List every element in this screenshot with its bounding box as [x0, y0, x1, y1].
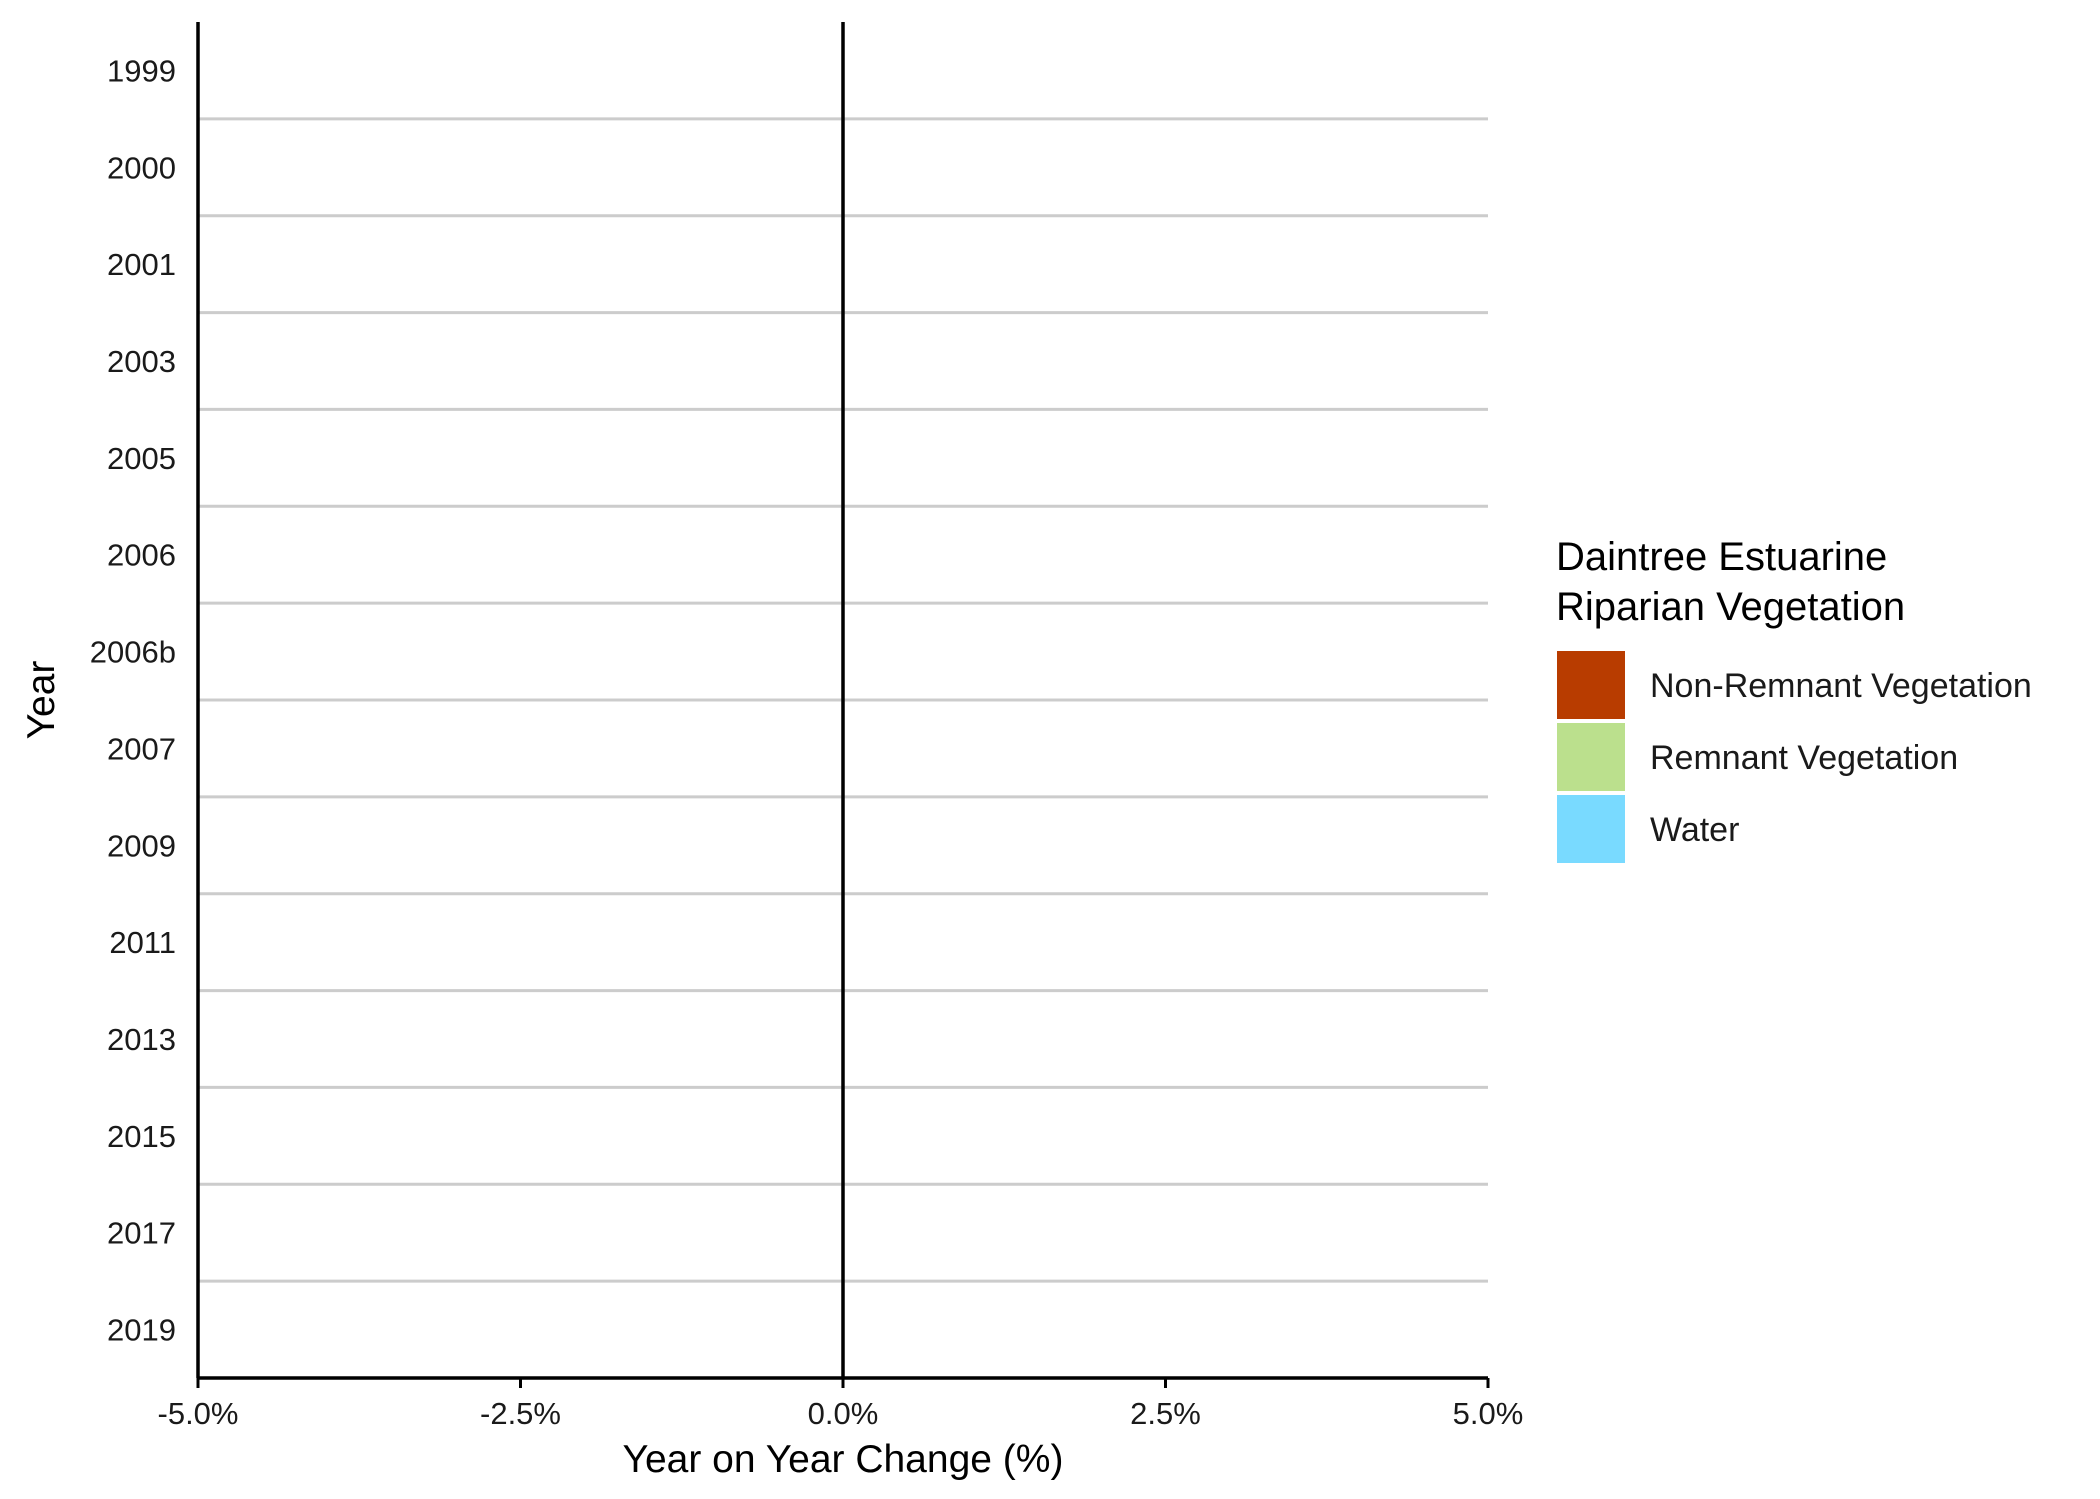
legend-swatch: [1555, 721, 1627, 793]
legend-label: Water: [1650, 811, 1739, 849]
legend-label: Non-Remnant Vegetation: [1650, 667, 2032, 705]
y-tick-label: 2009: [107, 828, 176, 863]
y-tick-label: 2019: [107, 1313, 176, 1348]
legend-title-line-2: Riparian Vegetation: [1556, 585, 1905, 629]
y-tick-label: 2007: [107, 731, 176, 766]
x-ticks: -5.0% -2.5% 0.0% 2.5% 5.0%: [158, 1378, 1524, 1431]
x-tick-label: -2.5%: [480, 1396, 561, 1431]
legend-swatch: [1555, 793, 1627, 865]
y-tick-label: 2017: [107, 1216, 176, 1251]
y-tick-label: 2006b: [90, 635, 176, 670]
x-tick-label: 5.0%: [1453, 1396, 1524, 1431]
x-tick-label: 2.5%: [1130, 1396, 1201, 1431]
legend-title-line-1: Daintree Estuarine: [1556, 535, 1887, 579]
legend-items: Non-Remnant Vegetation Remnant Vegetation…: [1555, 649, 2032, 865]
y-tick-label: 2000: [107, 150, 176, 185]
x-tick-label: 0.0%: [808, 1396, 879, 1431]
x-tick-label: -5.0%: [158, 1396, 239, 1431]
legend: Daintree Estuarine Riparian Vegetation N…: [1555, 535, 2032, 865]
y-tick-label: 2013: [107, 1022, 176, 1057]
y-tick-label: 2015: [107, 1119, 176, 1154]
y-tick-label: 2011: [109, 925, 176, 960]
legend-swatch: [1555, 649, 1627, 721]
y-tick-label: 2006: [107, 538, 176, 573]
y-tick-label: 2003: [107, 344, 176, 379]
x-axis-title: Year on Year Change (%): [623, 1438, 1064, 1481]
y-axis-title: Year: [20, 661, 63, 740]
legend-label: Remnant Vegetation: [1650, 739, 1958, 777]
y-tick-label: 1999: [107, 53, 176, 88]
y-tick-label: 2005: [107, 441, 176, 476]
y-tick-label: 2001: [107, 247, 176, 282]
y-tick-labels: 1999 2000 2001 2003 2005 2006 2006b 2007 2009 201…: [90, 53, 176, 1347]
